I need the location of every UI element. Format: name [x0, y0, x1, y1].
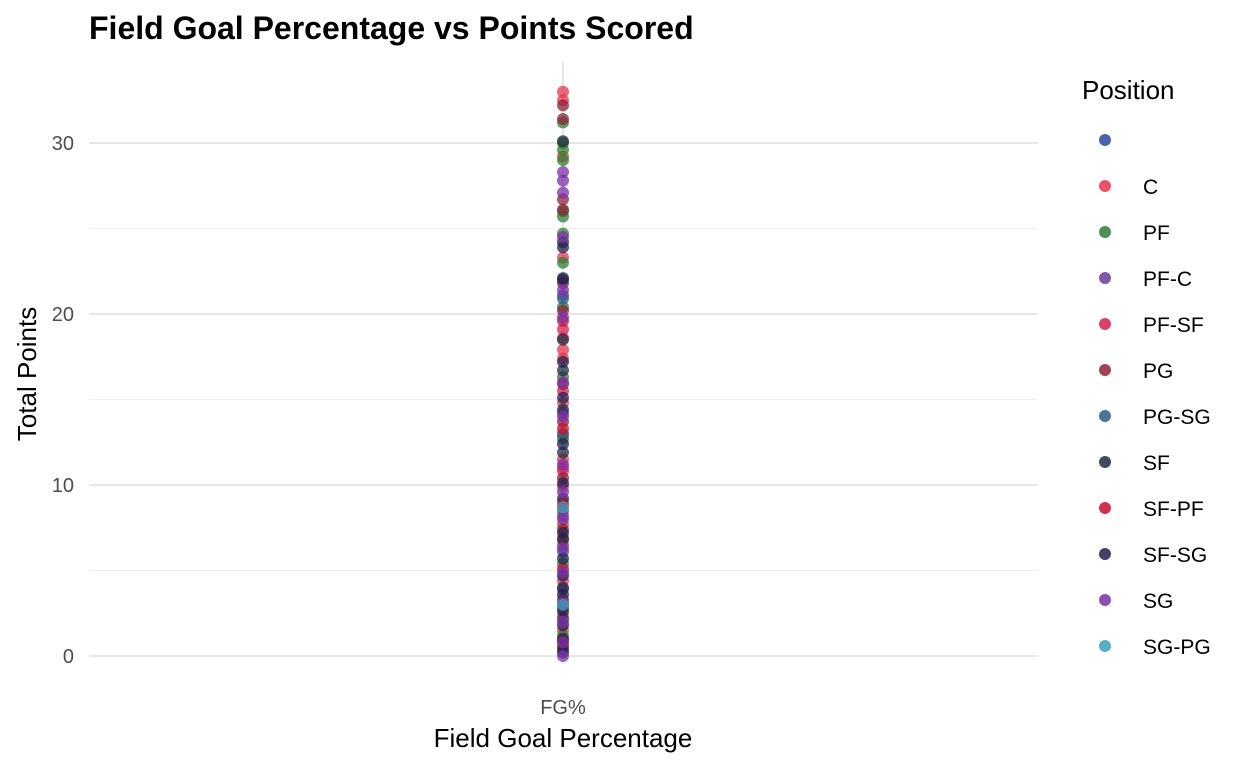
data-point [557, 203, 569, 216]
x-tick-labels: FG% [540, 697, 586, 719]
y-tick-label: 0 [63, 646, 74, 668]
legend-label: C [1143, 176, 1158, 199]
data-point [557, 333, 569, 346]
legend-label: PF [1143, 222, 1170, 245]
data-point [557, 292, 569, 305]
y-tick-label: 10 [52, 475, 74, 497]
data-point [557, 552, 569, 565]
data-point [557, 143, 569, 156]
legend-label: SG-PG [1143, 636, 1211, 659]
data-point [557, 636, 569, 649]
data-point [557, 542, 569, 555]
legend-key [1099, 502, 1111, 514]
data-point [557, 410, 569, 423]
legend-key [1099, 456, 1111, 468]
data-point [557, 650, 569, 662]
data-point [557, 99, 569, 112]
data-point [557, 526, 569, 539]
data-point [557, 323, 569, 336]
legend-key [1099, 226, 1111, 238]
data-point [557, 501, 569, 514]
data-point [557, 615, 569, 628]
data-points [557, 85, 569, 662]
data-point [557, 422, 569, 435]
y-tick-labels: 0 10 20 30 [52, 133, 74, 668]
legend-key [1099, 548, 1111, 560]
y-axis-label: Total Points [12, 307, 42, 441]
legend-label: SG [1143, 590, 1173, 613]
legend-label: PF-C [1143, 268, 1192, 291]
legend-key [1099, 318, 1111, 330]
chart-title: Field Goal Percentage vs Points Scored [89, 10, 694, 46]
legend: Position C PF PF-C PF-SF PG PG-SG SF SF-PF SF-SG… [1082, 75, 1211, 659]
data-point [557, 485, 569, 498]
data-point [557, 458, 569, 471]
data-point [557, 166, 569, 179]
data-point [557, 509, 569, 522]
legend-title: Position [1082, 75, 1175, 105]
y-tick-label: 20 [52, 304, 74, 326]
data-point [557, 391, 569, 404]
data-point [557, 154, 569, 167]
data-point [557, 85, 569, 98]
legend-key [1099, 180, 1111, 192]
y-tick-label: 30 [52, 133, 74, 155]
x-axis-label: Field Goal Percentage [434, 723, 693, 753]
legend-key [1099, 640, 1111, 652]
data-point [557, 311, 569, 324]
data-point [557, 256, 569, 269]
data-point [557, 364, 569, 377]
legend-key [1099, 272, 1111, 284]
data-point [557, 241, 569, 254]
data-point [557, 135, 569, 148]
legend-label: PF-SF [1143, 314, 1204, 337]
data-point [557, 231, 569, 244]
data-point [557, 477, 569, 490]
data-point [557, 566, 569, 579]
data-point [557, 355, 569, 368]
data-point [557, 186, 569, 199]
legend-label: SF [1143, 452, 1170, 475]
legend-label: PG [1143, 360, 1173, 383]
legend-label: PG-SG [1143, 406, 1211, 429]
data-point [557, 446, 569, 459]
legend-key [1099, 364, 1111, 376]
legend-key [1099, 410, 1111, 422]
data-point [557, 588, 569, 601]
legend-label: SF-SG [1143, 544, 1207, 567]
data-point [557, 113, 569, 126]
data-point [557, 598, 569, 611]
data-point [557, 437, 569, 450]
legend-key [1099, 134, 1111, 146]
data-point [557, 284, 569, 297]
legend-key [1099, 594, 1111, 606]
data-point [557, 174, 569, 187]
data-point [557, 343, 569, 356]
legend-label: SF-PF [1143, 498, 1204, 521]
x-tick-label: FG% [540, 697, 586, 719]
data-point [557, 272, 569, 285]
data-point [557, 376, 569, 389]
